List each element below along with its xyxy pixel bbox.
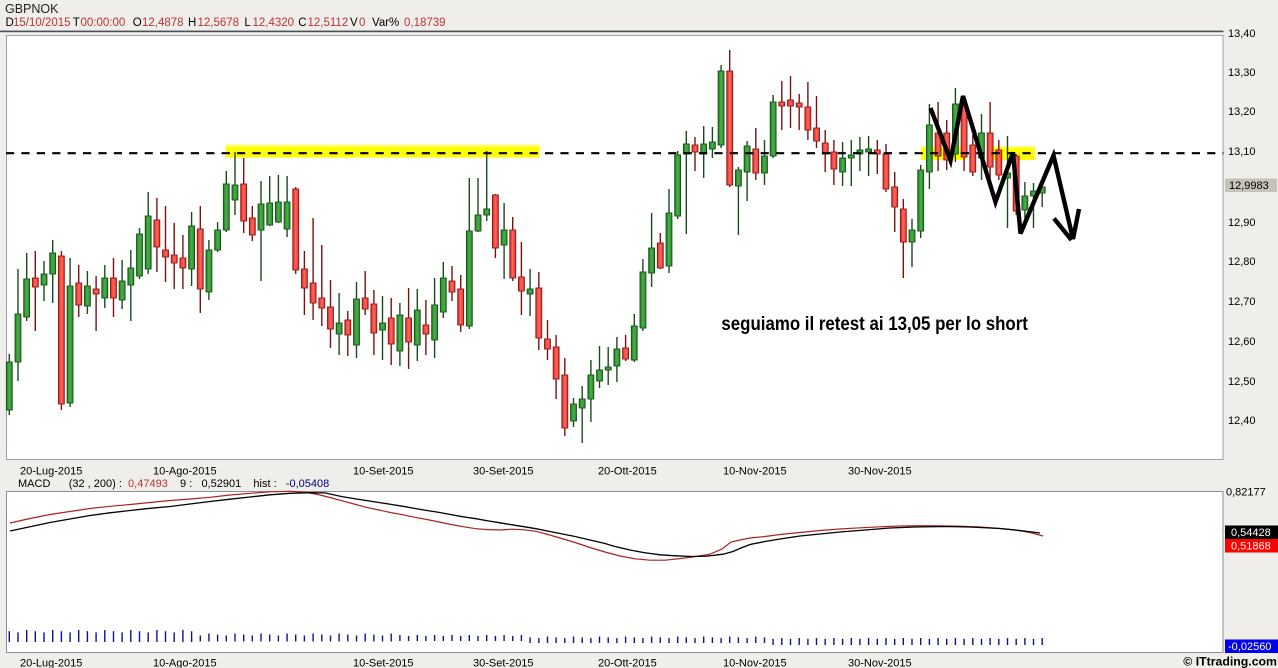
svg-text:10-Ago-2015: 10-Ago-2015 — [153, 658, 217, 668]
svg-text:20-Ott-2015: 20-Ott-2015 — [598, 466, 657, 478]
svg-text:12,40: 12,40 — [1228, 415, 1256, 427]
svg-text:GBPNOK: GBPNOK — [5, 2, 59, 16]
svg-text:30-Nov-2015: 30-Nov-2015 — [848, 466, 912, 478]
svg-text:10-Nov-2015: 10-Nov-2015 — [723, 658, 787, 668]
svg-text:-0,02560: -0,02560 — [1228, 641, 1271, 653]
svg-text:0,51868: 0,51868 — [1231, 541, 1271, 553]
svg-text:12,80: 12,80 — [1228, 256, 1256, 268]
svg-text:20-Lug-2015: 20-Lug-2015 — [20, 466, 82, 478]
svg-text:13,30: 13,30 — [1228, 67, 1256, 79]
svg-text:20-Lug-2015: 20-Lug-2015 — [20, 658, 82, 668]
svg-text:13,40: 13,40 — [1228, 28, 1256, 40]
svg-text:12,90: 12,90 — [1228, 217, 1256, 229]
svg-text:10-Ago-2015: 10-Ago-2015 — [153, 466, 217, 478]
svg-text:30-Set-2015: 30-Set-2015 — [473, 466, 534, 478]
svg-text:30-Nov-2015: 30-Nov-2015 — [848, 658, 912, 668]
svg-text:10-Nov-2015: 10-Nov-2015 — [723, 466, 787, 478]
svg-text:20-Ott-2015: 20-Ott-2015 — [598, 658, 657, 668]
svg-text:10-Set-2015: 10-Set-2015 — [353, 658, 414, 668]
svg-text:MACD (32 , 200) : 0,4749: MACD (32 , 200) : 0,47493 9 : 0,52901 hi… — [18, 478, 329, 490]
svg-text:0,54428: 0,54428 — [1231, 527, 1271, 539]
svg-text:12,60: 12,60 — [1228, 336, 1256, 348]
svg-text:12,50: 12,50 — [1228, 376, 1256, 388]
svg-text:13,20: 13,20 — [1228, 106, 1256, 118]
svg-text:12,70: 12,70 — [1228, 296, 1256, 308]
svg-text:© ITtrading.com: © ITtrading.com — [1183, 655, 1277, 668]
svg-text:10-Set-2015: 10-Set-2015 — [353, 466, 414, 478]
svg-text:30-Set-2015: 30-Set-2015 — [473, 658, 534, 668]
svg-text:seguiamo il retest ai 13,05 pe: seguiamo il retest ai 13,05 per lo short — [721, 313, 1028, 335]
svg-text:0,82177: 0,82177 — [1226, 487, 1266, 499]
svg-text:12,9983: 12,9983 — [1229, 180, 1269, 192]
svg-text:13,10: 13,10 — [1228, 146, 1256, 158]
